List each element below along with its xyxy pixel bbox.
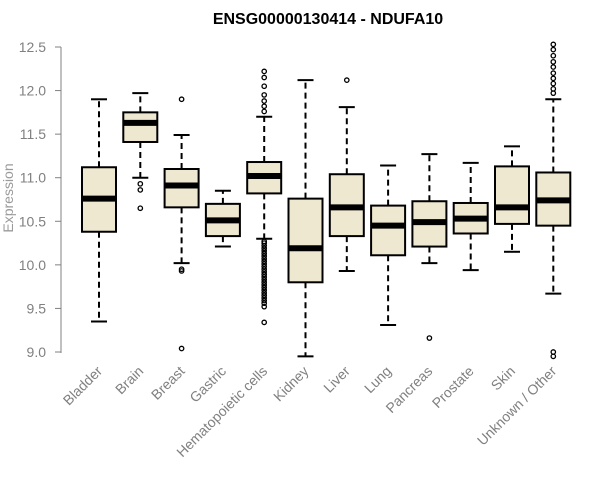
- x-category-label: Breast: [148, 363, 188, 403]
- outlier-point: [261, 292, 268, 299]
- box-brain: [122, 92, 159, 212]
- outlier-point: [261, 268, 268, 275]
- outlier-point: [261, 263, 268, 270]
- outlier-point: [261, 74, 268, 81]
- outlier-point: [261, 300, 268, 307]
- iqr-box: [494, 165, 530, 225]
- iqr-box: [287, 197, 324, 284]
- box-bladder: [81, 98, 117, 323]
- y-tick-label: 10.0: [19, 257, 46, 273]
- box-lung: [370, 164, 407, 326]
- y-axis-label: Expression: [0, 163, 16, 232]
- outlier-point: [426, 335, 433, 341]
- outlier-point: [550, 70, 557, 76]
- box-prostate: [452, 161, 489, 272]
- x-category-label: Skin: [488, 363, 519, 394]
- y-tick-label: 9.5: [27, 300, 47, 316]
- box-hematopoietic-cells: [246, 68, 283, 326]
- box-kidney: [287, 79, 324, 358]
- outlier-point: [261, 289, 268, 296]
- outlier-point: [550, 80, 557, 87]
- outlier-point: [261, 261, 268, 267]
- outlier-point: [550, 90, 557, 97]
- outlier-point: [261, 242, 268, 249]
- x-category-label: Brain: [112, 363, 146, 397]
- outlier-point: [550, 353, 557, 360]
- outlier-point: [261, 258, 268, 265]
- outlier-point: [261, 266, 268, 273]
- outlier-point: [261, 250, 268, 257]
- outlier-point: [178, 268, 185, 274]
- outlier-point: [261, 108, 268, 115]
- outlier-point: [261, 319, 268, 326]
- y-tick-label: 11.0: [20, 170, 46, 186]
- outlier-point: [550, 64, 557, 70]
- y-tick-label: 9.0: [27, 344, 47, 360]
- outlier-point: [261, 295, 268, 301]
- outlier-point: [261, 255, 268, 262]
- box-gastric: [204, 189, 241, 248]
- outlier-point: [261, 303, 268, 310]
- outlier-point: [261, 245, 268, 252]
- outlier-point: [261, 284, 268, 291]
- chart-title: ENSG00000130414 - NDUFA10: [213, 11, 443, 28]
- outlier-point: [261, 279, 268, 286]
- outlier-point: [261, 287, 268, 293]
- outlier-point: [550, 41, 557, 48]
- box-skin: [494, 145, 530, 253]
- outlier-point: [261, 276, 268, 283]
- outlier-point: [137, 205, 144, 212]
- outlier-point: [343, 77, 350, 83]
- outlier-point: [261, 83, 268, 90]
- outlier-point: [550, 58, 557, 65]
- outlier-point: [261, 271, 268, 278]
- iqr-box: [122, 111, 159, 143]
- outlier-point: [261, 253, 268, 259]
- outlier-point: [261, 297, 268, 304]
- outlier-point: [550, 46, 557, 53]
- outlier-point: [178, 96, 185, 103]
- x-category-label: Lung: [361, 363, 394, 396]
- outlier-point: [550, 52, 557, 59]
- y-axis-ticks: 9.0 9.5 10.0 10.5 11.0 11.5 12.0 12.5: [19, 39, 61, 360]
- outlier-point: [261, 92, 268, 98]
- outlier-point: [137, 180, 144, 187]
- box-breast: [163, 96, 200, 352]
- box-pancreas: [411, 153, 448, 341]
- outlier-point: [261, 282, 268, 288]
- outlier-point: [261, 240, 268, 246]
- outlier-point: [178, 345, 185, 352]
- box-liver: [328, 77, 365, 272]
- outlier-point: [261, 103, 268, 110]
- outlier-point: [261, 248, 268, 254]
- outlier-point: [261, 274, 268, 280]
- y-tick-label: 12.5: [19, 39, 46, 55]
- y-tick-label: 12.0: [19, 83, 46, 99]
- outlier-point: [261, 98, 268, 104]
- x-category-label: Liver: [320, 363, 353, 396]
- y-tick-label: 11.5: [20, 126, 46, 142]
- iqr-box: [370, 204, 407, 257]
- x-category-label: Kidney: [270, 363, 312, 405]
- outlier-point: [550, 75, 557, 82]
- y-tick-label: 10.5: [19, 213, 46, 229]
- x-category-label: Prostate: [429, 363, 477, 411]
- box-series: [81, 41, 572, 360]
- outlier-point: [137, 187, 144, 193]
- outlier-point: [261, 68, 268, 75]
- box-unknown-other: [535, 41, 572, 360]
- x-category-label: Bladder: [60, 363, 106, 409]
